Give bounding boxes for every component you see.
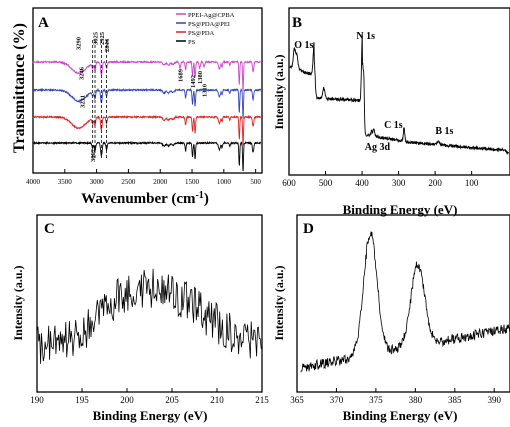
peak-label: 1492 <box>190 75 197 88</box>
peak-label: 1380 <box>197 71 204 84</box>
panel-b-curve <box>289 33 510 156</box>
panel-a-y-label: Transmittance (%) <box>11 23 28 153</box>
panel-d-tick-label: 365 <box>290 395 304 405</box>
peak-label: 1689 <box>178 68 185 82</box>
panel-d-tick-label: 370 <box>330 395 344 405</box>
legend-entry: PS@PDA <box>188 30 215 37</box>
panel-d-tick-label: 380 <box>409 395 423 405</box>
panel-a-legend: PPEI-Ag@CPBA PS@PDA@PEI PS@PDA PS <box>176 12 235 46</box>
panel-d-tick-label: 375 <box>369 395 383 405</box>
peak-label: N 1s <box>356 31 375 42</box>
panel-a-tick-label: 500 <box>250 178 261 186</box>
peak-label: B 1s <box>435 126 453 137</box>
panel-a-tick-label: 1500 <box>185 178 200 186</box>
panel-c: C 190 195 200 205 210 215 Intensity (a.u.) Bi… <box>11 214 269 423</box>
panel-a-x-label-sup: -1 <box>195 190 203 201</box>
panel-b-letter: B <box>292 15 302 31</box>
panel-b-frame <box>288 7 510 176</box>
peak-label: 2925 <box>99 31 106 45</box>
panel-a-tick-label: 2500 <box>121 178 136 186</box>
panel-c-tick-label: 200 <box>120 395 134 405</box>
peak-label: 3025 <box>93 31 100 45</box>
panel-c-tick-label: 205 <box>165 395 179 405</box>
spectrum-line <box>289 33 510 156</box>
panel-c-tick-label: 210 <box>210 395 224 405</box>
panel-b: B O 1s N 1s C 1s B 1s Ag 3d 600 500 400 300 200 1… <box>272 7 510 217</box>
series-line <box>32 59 261 92</box>
panel-a-x-label: Wavenumber (cm-1) <box>81 190 209 208</box>
panel-a-curves <box>32 59 262 172</box>
peak-label: Ag 3d <box>365 142 391 153</box>
peak-label: 3231 <box>79 95 86 108</box>
peak-label: 1310 <box>202 84 209 97</box>
peak-label: 3290 <box>76 37 83 50</box>
panel-c-x-ticks: 190 195 200 205 210 215 <box>30 388 269 405</box>
panel-d-frame <box>296 214 510 393</box>
panel-a-tick-label: 3000 <box>90 178 105 186</box>
spectrum-line <box>300 231 510 373</box>
panel-a-letter: A <box>38 15 49 31</box>
panel-c-frame <box>36 214 263 393</box>
peak-label: O 1s <box>294 40 313 51</box>
series-line <box>32 114 262 147</box>
panel-b-y-label: Intensity (a.u.) <box>272 54 286 129</box>
panel-c-letter: C <box>44 221 55 237</box>
panel-d-curve <box>300 231 510 373</box>
panel-c-x-label: Binding Energy (eV) <box>93 408 208 423</box>
panel-a-frame <box>32 7 263 174</box>
panel-a-x-label-close: ) <box>204 191 209 207</box>
panel-d-x-ticks: 365 370 375 380 385 390 <box>290 388 501 405</box>
series-line <box>32 140 262 172</box>
panel-d-x-label: Binding Energy (eV) <box>343 408 458 423</box>
panel-c-tick-label: 195 <box>75 395 89 405</box>
peak-label: 3062 <box>90 149 97 162</box>
panel-b-peak-labels: O 1s N 1s C 1s B 1s Ag 3d <box>294 31 453 153</box>
panel-a-tick-label: 1000 <box>217 178 232 186</box>
panel-c-tick-label: 190 <box>30 395 44 405</box>
panel-d: D 365 370 375 380 385 390 Intensity (a.u.) Bi… <box>272 214 510 423</box>
series-line <box>32 87 262 120</box>
panel-d-tick-label: 385 <box>448 395 462 405</box>
panel-d-tick-label: 390 <box>487 395 501 405</box>
panel-a: A PPEI-Ag@CPBA PS@PDA@PEI PS@PDA PS 3290 324… <box>11 7 263 208</box>
panel-b-tick-label: 600 <box>282 178 296 188</box>
panel-c-tick-label: 215 <box>255 395 269 405</box>
panel-b-tick-label: 100 <box>465 178 479 188</box>
panel-d-y-label: Intensity (a.u.) <box>272 265 286 340</box>
panel-d-letter: D <box>303 221 314 237</box>
panel-b-tick-label: 500 <box>319 178 333 188</box>
panel-a-tick-label: 3500 <box>58 178 73 186</box>
legend-entry: PPEI-Ag@CPBA <box>188 12 235 19</box>
legend-entry: PS <box>188 39 196 46</box>
panel-a-x-ticks: 4000 3500 3000 2500 2000 1500 1000 500 <box>26 169 261 186</box>
peak-label: 2844 <box>104 38 111 52</box>
panel-a-tick-label: 4000 <box>26 178 41 186</box>
panel-b-tick-label: 300 <box>392 178 406 188</box>
panel-b-x-label: Binding Energy (eV) <box>343 202 458 217</box>
panel-b-tick-label: 400 <box>355 178 369 188</box>
panel-c-y-label: Intensity (a.u.) <box>11 265 25 340</box>
panel-b-x-ticks: 600 500 400 300 200 100 <box>282 171 479 188</box>
legend-entry: PS@PDA@PEI <box>188 21 230 28</box>
spectrum-line <box>36 268 263 364</box>
panel-b-tick-label: 200 <box>428 178 442 188</box>
peak-label: C 1s <box>384 120 403 131</box>
peak-label: 3246 <box>79 66 86 80</box>
panel-a-tick-label: 2000 <box>153 178 168 186</box>
panel-c-curve <box>36 268 263 364</box>
